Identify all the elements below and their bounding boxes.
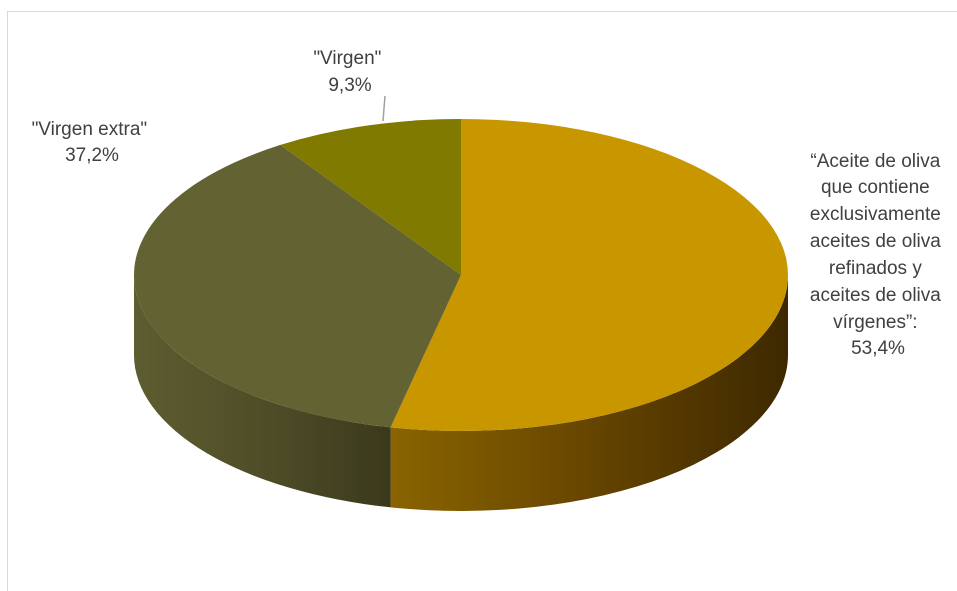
leader-line-virgen (382, 95, 386, 122)
slice-label-virgen: "Virgen" 9,3% (313, 48, 386, 96)
slice-label-refinados: “Aceite de oliva que contiene exclusivam… (810, 151, 946, 359)
pie-slice-virgen-extra (134, 144, 461, 428)
chart-frame (7, 11, 957, 591)
pie-slice-virgen (280, 119, 461, 275)
pie-side-refinados (390, 275, 788, 511)
pie-side-virgen-extra (134, 275, 391, 508)
pie-slice-refinados (390, 119, 788, 431)
slice-label-virgen-extra: "Virgen extra" 37,2% (32, 119, 153, 166)
